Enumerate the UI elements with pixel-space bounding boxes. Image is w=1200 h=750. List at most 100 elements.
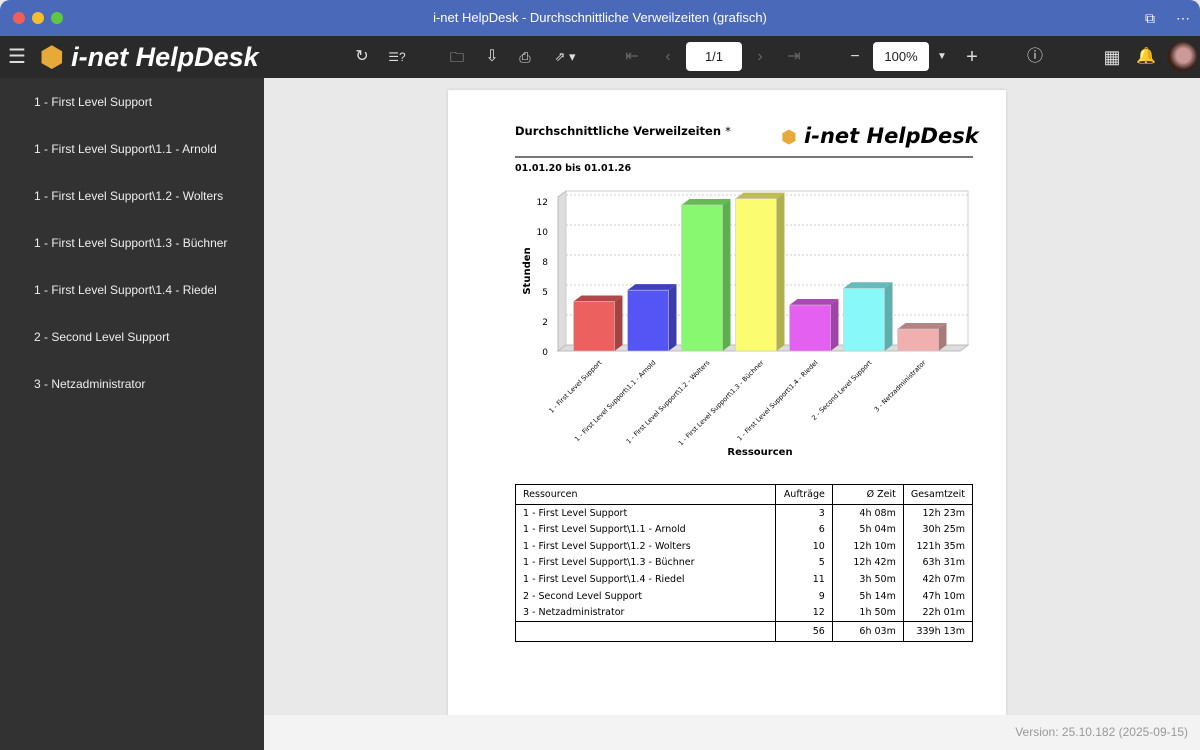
prev-page-icon[interactable]: ‹ [665,48,671,65]
bar [843,287,885,352]
x-tick-label: 2 - Second Level Support [810,358,874,422]
toolbar: ☰ ⬢ i-net HelpDesk ↻ ☰? 🗀 ⇩ ⎙ ⇗ ▾ ⇤ ‹ 1/… [0,36,1200,78]
table-cell: 10 [775,537,833,555]
table-cell: 4h 08m [832,504,904,522]
table-row: 3 - Netzadministrator 12 1h 50m 22h 01m [515,604,973,622]
table-cell: 1 - First Level Support\1.3 - Büchner [515,554,776,572]
report-title-marker: * [725,124,731,138]
sidebar-item[interactable]: 3 - Netzadministrator [34,377,146,391]
bar-side [668,284,677,351]
report-title-text: Durchschnittliche Verweilzeiten [515,124,722,138]
date-range: 01.01.20 bis 01.01.26 [515,163,632,174]
menu-icon[interactable]: ☰ [8,46,26,68]
table-cell: 121h 35m [916,540,965,552]
avatar[interactable] [1167,42,1197,72]
table-cell: 5h 04m [832,521,904,538]
bar-top [735,192,785,199]
logo-icon: ⬢ [40,42,64,72]
sidebar-item[interactable]: 1 - First Level Support\1.2 - Wolters [34,189,224,203]
table-cell: 12 [775,604,833,622]
header-divider [515,156,973,158]
more-icon[interactable]: ⋯ [1176,10,1190,26]
summary-table: Ressourcen Aufträge Ø Zeit Gesamtzeit 1 … [515,484,973,642]
sidebar-item[interactable]: 1 - First Level Support\1.1 - Arnold [34,142,217,156]
table-cell: 22h 01m [922,607,965,619]
bar-top [843,282,893,289]
table-row: 1 - First Level Support\1.4 - Riedel 11 3h… [515,571,973,588]
table-cell: 339h 13m [903,620,973,642]
page-input[interactable]: 1/1 [686,42,742,71]
bar-top [573,295,623,302]
download-icon[interactable]: ⇩ [485,48,499,65]
bar-side [614,295,623,351]
version-text: Version: 25.10.182 (2025-09-15) [1015,725,1188,739]
bell-icon[interactable]: 🔔 [1136,48,1156,65]
zoom-in-icon[interactable]: + [966,46,978,68]
y-tick-label: 0 [542,348,548,358]
refresh-icon[interactable]: ↻ [355,48,369,65]
table-cell: 1h 50m [832,604,904,622]
bar [573,301,615,352]
table-cell: 11 [775,571,833,588]
report-title: Durchschnittliche Verweilzeiten * [515,124,731,138]
y-tick-label: 12 [537,198,548,208]
last-page-icon[interactable]: ⇥ [787,48,801,65]
table-cell: 1 - First Level Support [515,504,776,522]
table-cell: 12h 42m [832,554,904,572]
sidebar-item[interactable]: 1 - First Level Support [34,95,153,109]
col-header: Aufträge [775,484,833,505]
bar [627,289,669,352]
table-cell: 9 [775,587,833,605]
bar-side [722,198,731,351]
export-icon[interactable]: ⇗ ▾ [554,49,576,64]
apps-grid-icon[interactable]: ▦ [1103,47,1121,67]
bar-side [830,299,839,351]
app-logo: ⬢ i-net HelpDesk [40,36,259,78]
maximize-window-button[interactable] [51,12,63,24]
bar-top [789,299,839,306]
x-tick-label: 1 - First Level Support [547,358,603,414]
col-header: Ø Zeit [832,484,904,505]
logo-text: i-net HelpDesk [71,42,259,72]
table-row: 1 - First Level Support\1.1 - Arnold 6 5h … [515,521,973,538]
report-logo-text: i-net HelpDesk [804,124,979,148]
window-titlebar: i-net HelpDesk - Durchschnittliche Verwe… [0,0,1200,36]
footer: Version: 25.10.182 (2025-09-15) [264,715,1200,750]
bar [735,198,777,352]
report-logo: ⬢ i-net HelpDesk [781,124,979,148]
cast-icon[interactable]: ⧉ [1145,10,1155,26]
bar-chart: 0 2 5 8 10 12 1 - First Level Support 1 - First… [522,190,970,458]
col-header: Ressourcen [515,484,776,505]
table-cell: 3h 50m [832,571,904,588]
y-tick-label: 10 [537,228,549,238]
table-cell: 56 [775,620,833,642]
next-page-icon[interactable]: › [757,48,763,65]
bar-top [627,284,677,291]
chart-back-wall-side [557,190,567,352]
sidebar-item[interactable]: 1 - First Level Support\1.3 - Büchner [34,236,228,250]
table-cell: 1 - First Level Support\1.1 - Arnold [515,521,776,538]
y-axis-label: Stunden [522,247,533,294]
first-page-icon[interactable]: ⇤ [625,48,639,65]
bar-side [776,192,785,351]
zoom-dropdown-icon[interactable]: ▼ [937,51,947,62]
x-tick-label: 3 - Netzadministrator [873,359,928,414]
bar [897,328,939,352]
folder-icon[interactable]: 🗀 [450,49,464,65]
table-cell: 5 [775,554,833,572]
zoom-input[interactable]: 100% [873,42,929,71]
sidebar-item[interactable]: 1 - First Level Support\1.4 - Riedel [34,283,217,297]
col-header: Gesamtzeit [903,484,973,505]
zoom-out-icon[interactable]: − [850,48,860,65]
table-row: 2 - Second Level Support 9 5h 14m 47h 10m [515,587,973,605]
minimize-window-button[interactable] [32,12,44,24]
bar-side [884,282,893,351]
sidebar-item[interactable]: 2 - Second Level Support [34,330,170,344]
prompt-icon[interactable]: ☰? [388,50,406,64]
x-tick-label: 1 - First Level Support\1.3 - Büchner [677,359,766,448]
print-icon[interactable]: ⎙ [519,49,531,65]
window-title: i-net HelpDesk - Durchschnittliche Verwe… [433,10,767,25]
help-icon[interactable]: ⓘ [1026,48,1043,65]
close-window-button[interactable] [13,12,25,24]
table-cell: 42h 07m [922,574,965,586]
